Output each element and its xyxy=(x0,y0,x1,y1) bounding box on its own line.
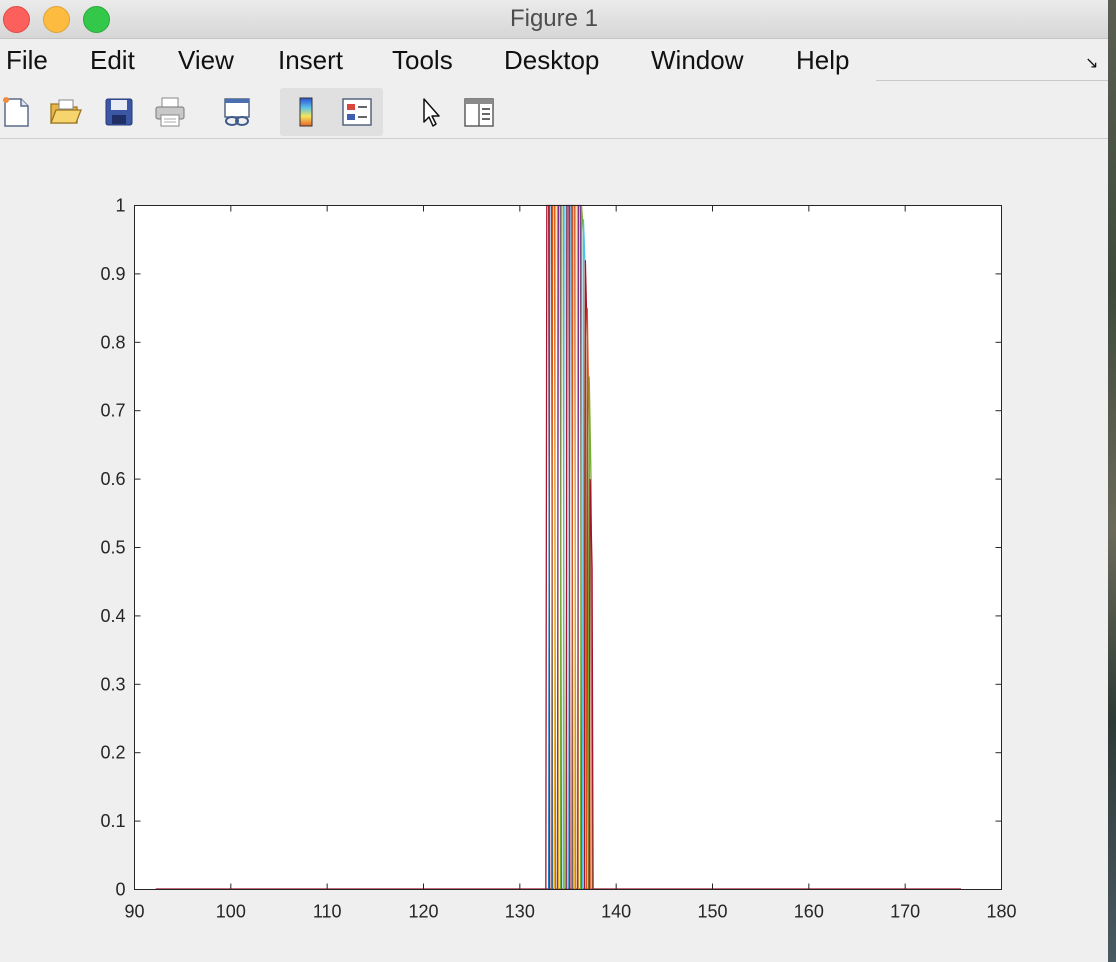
minimize-window-button[interactable] xyxy=(43,6,70,33)
link-plot-button[interactable] xyxy=(215,90,259,134)
open-file-icon xyxy=(50,99,82,124)
menu-file[interactable]: File xyxy=(6,45,48,75)
y-tick-label: 0.9 xyxy=(100,264,125,284)
menu-bar xyxy=(0,39,1108,83)
y-tick-label: 0.5 xyxy=(100,538,125,558)
zoom-window-button[interactable] xyxy=(83,6,110,33)
insert-legend-button[interactable] xyxy=(335,90,379,134)
new-figure-button[interactable] xyxy=(0,90,38,134)
new-figure-icon xyxy=(3,97,29,127)
menu-desktop[interactable]: Desktop xyxy=(504,45,600,75)
line-plot[interactable]: 0 0.1 0.2 0.3 0.4 0.5 0.6 0.7 0.8 0.9 1 90 100 110 120… xyxy=(0,139,1108,962)
open-file-button[interactable] xyxy=(43,90,87,134)
desktop-background xyxy=(1108,0,1116,962)
edit-plot-button[interactable] xyxy=(407,90,451,134)
menu-insert[interactable]: Insert xyxy=(278,45,344,75)
x-tick-label: 180 xyxy=(986,902,1016,922)
y-tick-label: 0.4 xyxy=(100,606,125,626)
axes-background xyxy=(134,205,1002,890)
x-tick-label: 160 xyxy=(794,902,824,922)
series-line xyxy=(583,260,589,890)
menu-view[interactable]: View xyxy=(178,45,234,75)
x-tick-label: 110 xyxy=(313,902,342,922)
y-tick-label: 0.2 xyxy=(100,743,125,763)
x-tick-label: 100 xyxy=(216,902,246,922)
y-tick-label: 0.6 xyxy=(100,469,125,489)
menu-window[interactable]: Window xyxy=(651,45,744,75)
menu-bar-divider xyxy=(876,80,1108,81)
series-line xyxy=(588,479,594,890)
edit-plot-pointer-icon xyxy=(423,98,440,127)
x-tick-label: 130 xyxy=(505,902,535,922)
y-tick-label: 0.8 xyxy=(100,332,125,352)
series-line xyxy=(581,219,587,890)
x-tick-label: 120 xyxy=(408,902,438,922)
save-icon xyxy=(105,98,133,126)
y-tick-label: 0.7 xyxy=(100,401,125,421)
insert-colorbar-icon xyxy=(299,97,313,127)
title-bar[interactable] xyxy=(0,0,1108,39)
insert-legend-icon xyxy=(342,98,372,126)
series-line xyxy=(579,205,586,890)
axes-box xyxy=(134,205,1002,890)
figure-toolbar xyxy=(0,86,1108,139)
window-title: Figure 1 xyxy=(509,5,599,32)
print-icon xyxy=(155,97,185,127)
x-tick-label: 140 xyxy=(601,902,631,922)
close-window-button[interactable] xyxy=(3,6,30,33)
property-inspector-icon xyxy=(464,98,494,127)
link-plot-icon xyxy=(224,98,250,126)
y-tick-label: 1 xyxy=(115,196,125,216)
save-button[interactable] xyxy=(97,90,141,134)
print-button[interactable] xyxy=(148,90,192,134)
series-line xyxy=(587,376,593,890)
x-tick-label: 150 xyxy=(697,902,727,922)
y-tick-label: 0.1 xyxy=(100,811,125,831)
x-tick-label: 90 xyxy=(124,902,144,922)
figure-canvas[interactable]: 0 0.1 0.2 0.3 0.4 0.5 0.6 0.7 0.8 0.9 1 90 100 110 120… xyxy=(0,139,1108,962)
menu-tools[interactable]: Tools xyxy=(392,45,453,75)
menu-edit[interactable]: Edit xyxy=(90,45,135,75)
undock-arrow-icon[interactable]: ↘ xyxy=(1085,55,1099,72)
y-tick-label: 0.3 xyxy=(100,674,125,694)
tick-layer: 0 0.1 0.2 0.3 0.4 0.5 0.6 0.7 0.8 0.9 1 90 100 110 120… xyxy=(100,196,1016,922)
x-tick-label: 170 xyxy=(890,902,920,922)
insert-colorbar-button[interactable] xyxy=(284,90,328,134)
property-inspector-button[interactable] xyxy=(456,90,500,134)
menu-help[interactable]: Help xyxy=(796,45,850,75)
y-tick-label: 0 xyxy=(115,880,125,900)
